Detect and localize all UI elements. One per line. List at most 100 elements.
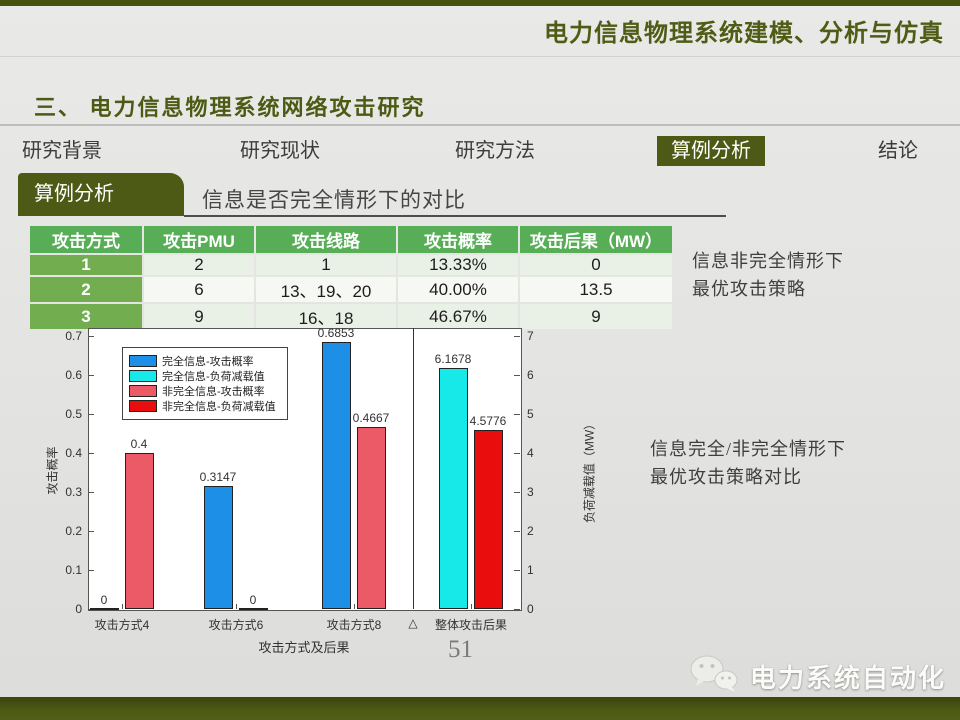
section-divider [0, 124, 960, 126]
y-axis-right-label: 负荷减载值（MW） [582, 417, 597, 524]
x-tick-label: 攻击方式8 [326, 618, 382, 632]
axis-divider-line [413, 328, 414, 609]
table-header-cell: 攻击后果（MW） [520, 226, 672, 253]
bar-完全信息-攻击概率 [322, 342, 351, 609]
x-axis-tickmark [236, 604, 237, 609]
title-underline [184, 215, 726, 217]
nav-tab-3[interactable]: 算例分析 [657, 136, 765, 166]
table-cell: 16、18 [256, 304, 396, 329]
bar-非完全信息-攻击概率 [125, 453, 154, 609]
table-header-cell: 攻击方式 [30, 226, 142, 253]
bar-value-label: 0.3147 [199, 470, 237, 484]
y-axis-right-tickmark [514, 491, 520, 493]
x-axis-label: 攻击方式及后果 [258, 640, 350, 655]
y-axis-left-tickmark [88, 413, 94, 415]
content-title: 信息是否完全情形下的对比 [202, 188, 466, 212]
y-axis-right-tickmark [514, 452, 520, 454]
y-axis-left-tickmark [88, 452, 94, 454]
x-axis-tickmark [354, 604, 355, 609]
y-axis-left-tickmark [88, 335, 94, 337]
legend-item: 完全信息-攻击概率 [129, 354, 281, 368]
table-row-header: 3 [30, 304, 142, 329]
header-divider [0, 56, 960, 57]
nav-tab-4[interactable]: 结论 [878, 140, 918, 162]
legend-item: 非完全信息-攻击概率 [129, 384, 281, 398]
bar-value-label: 0 [249, 593, 257, 607]
bar-非完全信息-攻击概率 [357, 427, 386, 609]
footer-brand-text: 电力系统自动化 [749, 663, 946, 693]
comparison-table: 攻击方式 攻击PMU 攻击线路 攻击概率 攻击后果（MW） 1 2 1 13.33% 0 2 6 13… [28, 224, 674, 331]
legend-label: 完全信息-攻击概率 [162, 356, 254, 368]
legend-item: 完全信息-负荷减载值 [129, 369, 281, 383]
y-axis-right-tick-label: 6 [527, 367, 534, 382]
y-axis-right-tick-label: 2 [527, 523, 534, 538]
table-row-header: 2 [30, 277, 142, 302]
x-tick-label: 攻击方式6 [208, 618, 264, 632]
y-axis-right-tick-label: 3 [527, 484, 534, 499]
y-axis-right-tickmark [514, 609, 520, 610]
y-axis-left-tickmark [88, 374, 94, 376]
x-axis-tickmark [122, 604, 123, 609]
annotation-incomplete-info: 信息非完全情形下 最优攻击策略 [692, 251, 844, 299]
y-axis-left-label: 攻击概率 [45, 446, 60, 495]
bar-chart: 0 0.1 0.2 0.3 0.4 0.5 0.6 0.7 0 1 2 3 4 5 6 7 攻击概率 负荷减载值（… [30, 325, 620, 660]
legend-label: 非完全信息-负荷减载值 [162, 401, 276, 413]
y-axis-left-tick-label: 0.4 [65, 445, 82, 460]
y-axis-right-tickmark [514, 530, 520, 532]
table-row: 2 6 13、19、20 40.00% 13.5 [30, 277, 672, 302]
y-axis-right-tickmark [514, 335, 520, 337]
x-tick-separator: △ [408, 616, 418, 630]
table-cell: 40.00% [398, 277, 518, 302]
y-axis-left-tick-label: 0.2 [65, 523, 82, 538]
deck-title: 电力信息物理系统建模、分析与仿真 [544, 21, 944, 47]
table-cell: 1 [256, 255, 396, 275]
bar-value-label: 0.6853 [317, 326, 355, 340]
bottom-accent-bar [0, 697, 960, 720]
bar-value-label: 4.5776 [469, 414, 507, 428]
section-title: 三、 电力信息物理系统网络攻击研究 [34, 95, 426, 120]
x-axis-tickmark [471, 604, 472, 609]
bar-value-label: 0.4 [130, 437, 148, 451]
y-axis-left-tick-label: 0.1 [65, 562, 82, 577]
table-row: 3 9 16、18 46.67% 9 [30, 304, 672, 329]
y-axis-left-tick-label: 0.7 [65, 328, 82, 343]
y-axis-right-tick-label: 0 [527, 602, 534, 616]
bar-完全信息-攻击概率 [204, 486, 233, 609]
y-axis-right-tick-label: 5 [527, 406, 534, 421]
legend-label: 完全信息-负荷减载值 [162, 371, 265, 383]
bar-非完全信息-负荷减载值 [474, 430, 503, 609]
table-row: 1 2 1 13.33% 0 [30, 255, 672, 275]
nav-tab-1[interactable]: 研究现状 [240, 140, 320, 162]
page-number: 51 [448, 636, 473, 663]
bar-value-label: 6.1678 [434, 352, 472, 366]
nav-tab-0[interactable]: 研究背景 [22, 140, 102, 162]
legend-item: 非完全信息-负荷减载值 [129, 399, 281, 413]
table-row-header: 1 [30, 255, 142, 275]
subtab-case-analysis[interactable]: 算例分析 [18, 173, 184, 216]
annotation-comparison: 信息完全/非完全情形下 最优攻击策略对比 [650, 439, 846, 487]
table-header-cell: 攻击PMU [144, 226, 254, 253]
legend-label: 非完全信息-攻击概率 [162, 386, 265, 398]
bar-value-label: 0 [100, 593, 108, 607]
footer-brand: 电力系统自动化 [688, 654, 946, 699]
y-axis-left-tick-label: 0.6 [65, 367, 82, 382]
top-accent-bar [0, 0, 960, 6]
table-cell: 9 [144, 304, 254, 329]
y-axis-left-tickmark [88, 530, 94, 532]
legend-swatch [129, 400, 157, 412]
y-axis-left-tickmark [88, 569, 94, 571]
bar-value-label: 0.4667 [352, 411, 390, 425]
table-cell: 6 [144, 277, 254, 302]
table-cell: 9 [520, 304, 672, 329]
y-axis-right-tickmark [514, 413, 520, 415]
table-cell: 2 [144, 255, 254, 275]
table-header-row: 攻击方式 攻击PMU 攻击线路 攻击概率 攻击后果（MW） [30, 226, 672, 253]
y-axis-left-tick-label: 0.5 [65, 406, 82, 421]
nav-tab-2[interactable]: 研究方法 [455, 140, 535, 162]
y-axis-left-tickmark [88, 491, 94, 493]
table-cell: 0 [520, 255, 672, 275]
y-axis-right-tickmark [514, 374, 520, 376]
wechat-icon [688, 654, 740, 699]
table-cell: 13、19、20 [256, 277, 396, 302]
